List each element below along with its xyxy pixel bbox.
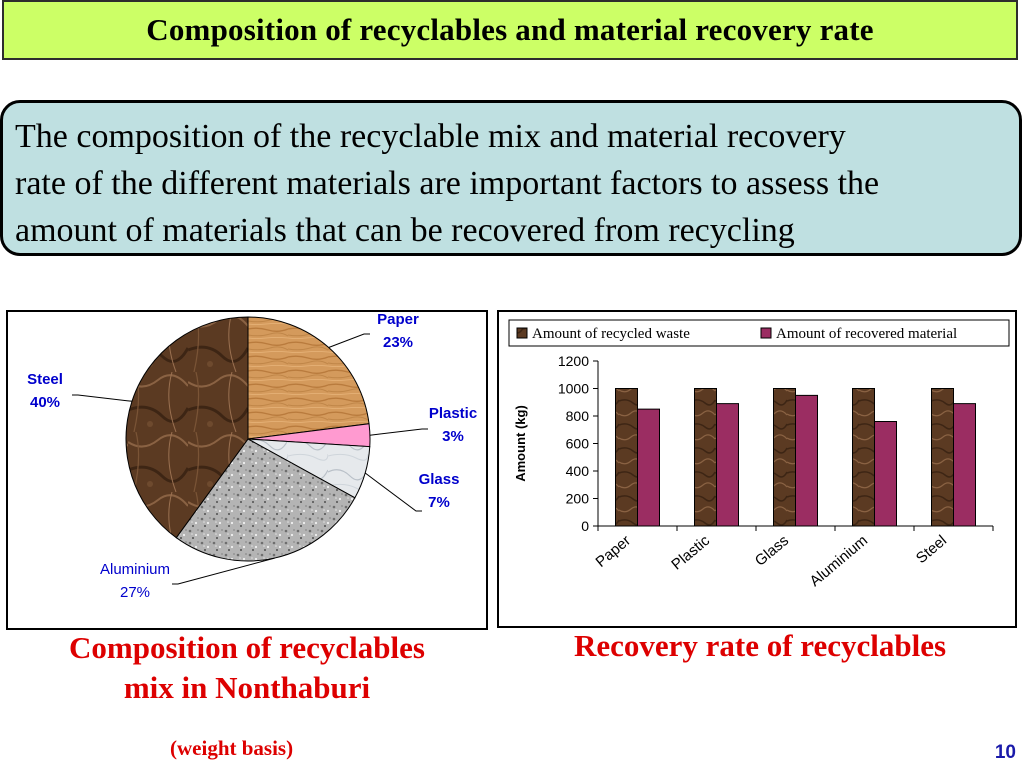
- y-tick-label-600: 600: [566, 436, 590, 452]
- pie-label-aluminium: Aluminium: [100, 561, 170, 578]
- bar-aluminium-recycled: [852, 388, 875, 527]
- pie-label-paper: Paper: [377, 312, 419, 328]
- bar-steel-recycled: [931, 388, 954, 527]
- pie-pct-glass: 7%: [428, 494, 450, 511]
- x-tick-label-glass: Glass: [752, 532, 792, 570]
- page-number: 10: [994, 742, 1016, 763]
- y-tick-label-1200: 1200: [558, 353, 589, 369]
- legend-swatch-1: [516, 327, 528, 339]
- title-bar: Composition of recyclables and material …: [2, 0, 1018, 60]
- pie-leader-aluminium: [172, 557, 275, 585]
- bar-steel-recovered: [953, 403, 976, 527]
- pie-leader-steel: [72, 394, 133, 402]
- x-tick-label-aluminium: Aluminium: [806, 532, 871, 590]
- legend-swatch-2: [760, 327, 772, 339]
- pie-leader-glass: [364, 472, 422, 512]
- y-tick-label-800: 800: [566, 408, 590, 424]
- bar-caption: Recovery rate of recyclables: [573, 628, 947, 663]
- pie-caption: Composition of recyclables mix in Nontha…: [0, 628, 494, 708]
- intro-line-2: rate of the different materials are impo…: [15, 165, 880, 202]
- pie-pct-plastic: 3%: [442, 428, 464, 445]
- pie-pct-aluminium: 27%: [120, 584, 150, 601]
- pie-caption-line-2: mix in Nonthaburi: [123, 670, 371, 705]
- y-tick-label-1000: 1000: [558, 381, 589, 397]
- bar-legend-box: [508, 319, 1010, 347]
- y-tick-label-400: 400: [566, 463, 590, 479]
- pie-leader-paper: [328, 333, 370, 348]
- pie-label-glass: Glass: [419, 471, 460, 488]
- bar-chart: Amount of recycled waste Amount of recove…: [508, 319, 1010, 590]
- x-tick-label-plastic: Plastic: [668, 532, 713, 574]
- pie-pct-paper: 23%: [383, 334, 413, 351]
- intro-line-1: The composition of the recyclable mix an…: [15, 118, 846, 155]
- x-tick-label-steel: Steel: [913, 532, 950, 567]
- y-tick-label-0: 0: [581, 518, 589, 534]
- x-tick-label-paper: Paper: [592, 532, 634, 571]
- y-axis-title: Amount (kg): [513, 405, 528, 482]
- bar-glass-recovered: [795, 394, 818, 527]
- bar-plastic-recovered: [716, 403, 739, 527]
- intro-text: The composition of the recyclable mix an…: [15, 113, 1007, 254]
- pie-pct-steel: 40%: [30, 394, 60, 411]
- pie-slice-paper: [247, 316, 370, 440]
- pie-label-steel: Steel: [27, 371, 63, 388]
- legend-label-1: Amount of recycled waste: [532, 326, 690, 342]
- pie-label-plastic: Plastic: [429, 405, 477, 422]
- intro-box: The composition of the recyclable mix an…: [0, 100, 1022, 256]
- bar-paper-recycled: [615, 388, 638, 527]
- page-title: Composition of recyclables and material …: [146, 12, 874, 47]
- weight-basis-note: (weight basis): [170, 736, 294, 760]
- legend-label-2: Amount of recovered material: [776, 326, 957, 342]
- bar-glass-recycled: [773, 388, 796, 527]
- pie-slice-aluminium: [175, 438, 356, 562]
- pie-chart-panel: Paper 23% Plastic 3% Glass 7% Aluminium 27% Stee…: [6, 310, 488, 630]
- pie-chart: Paper 23% Plastic 3% Glass 7% Aluminium 27% Stee…: [27, 311, 477, 601]
- bar-paper-recovered: [637, 408, 660, 527]
- pie-leader-plastic: [369, 428, 428, 436]
- pie-caption-line-1: Composition of recyclables: [69, 630, 425, 665]
- bar-aluminium-recovered: [874, 421, 897, 527]
- bar-chart-panel: Amount of recycled waste Amount of recove…: [497, 310, 1017, 628]
- intro-line-3: amount of materials that can be recovere…: [15, 212, 795, 249]
- bar-plastic-recycled: [694, 388, 717, 527]
- y-tick-label-200: 200: [566, 491, 590, 507]
